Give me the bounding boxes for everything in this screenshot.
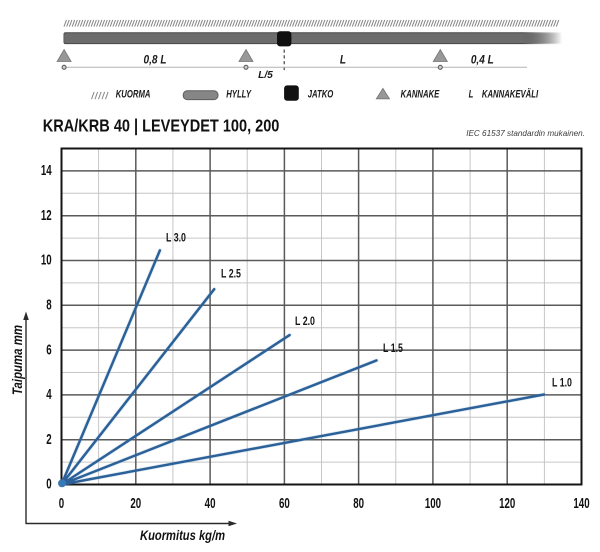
svg-text:KANNAKE: KANNAKE xyxy=(401,88,440,99)
svg-text:L 3.0: L 3.0 xyxy=(166,232,186,244)
svg-text:L/5: L/5 xyxy=(258,70,273,81)
svg-text:L 1.0: L 1.0 xyxy=(552,377,572,389)
svg-text:20: 20 xyxy=(130,495,141,511)
svg-text:Kuormitus kg/m: Kuormitus kg/m xyxy=(140,527,225,544)
svg-text:4: 4 xyxy=(46,386,52,402)
svg-text:L 2.5: L 2.5 xyxy=(221,268,241,280)
svg-text:100: 100 xyxy=(425,495,441,511)
svg-text:KUORMA: KUORMA xyxy=(116,88,151,99)
svg-text:L: L xyxy=(469,88,474,99)
svg-text:12: 12 xyxy=(41,207,52,223)
svg-text:JATKO: JATKO xyxy=(308,88,334,99)
svg-text:0,8 L: 0,8 L xyxy=(144,54,167,67)
svg-text:10: 10 xyxy=(41,252,52,268)
svg-text:L 2.0: L 2.0 xyxy=(295,316,315,328)
svg-text:KANNAKEVÄLI: KANNAKEVÄLI xyxy=(482,88,539,99)
svg-text:2: 2 xyxy=(46,431,52,447)
svg-text:Taipuma mm: Taipuma mm xyxy=(9,325,26,395)
svg-text:80: 80 xyxy=(353,495,364,511)
svg-text:L: L xyxy=(340,54,346,67)
svg-text:0: 0 xyxy=(59,495,65,511)
svg-text:8: 8 xyxy=(46,297,52,313)
svg-text:0: 0 xyxy=(46,476,52,492)
svg-text:60: 60 xyxy=(279,495,290,511)
svg-text:40: 40 xyxy=(205,495,216,511)
svg-text:0,4 L: 0,4 L xyxy=(471,54,494,67)
svg-text:L 1.5: L 1.5 xyxy=(383,343,403,355)
svg-text:140: 140 xyxy=(573,495,589,511)
svg-text:6: 6 xyxy=(46,341,52,357)
svg-text:120: 120 xyxy=(499,495,515,511)
svg-text:KRA/KRB 40 | LEVEYDET 100, 200: KRA/KRB 40 | LEVEYDET 100, 200 xyxy=(43,116,280,136)
svg-text:HYLLY: HYLLY xyxy=(226,88,251,99)
svg-text:14: 14 xyxy=(41,162,52,178)
svg-text:IEC 61537 standardin mukainen.: IEC 61537 standardin mukainen. xyxy=(466,128,585,138)
